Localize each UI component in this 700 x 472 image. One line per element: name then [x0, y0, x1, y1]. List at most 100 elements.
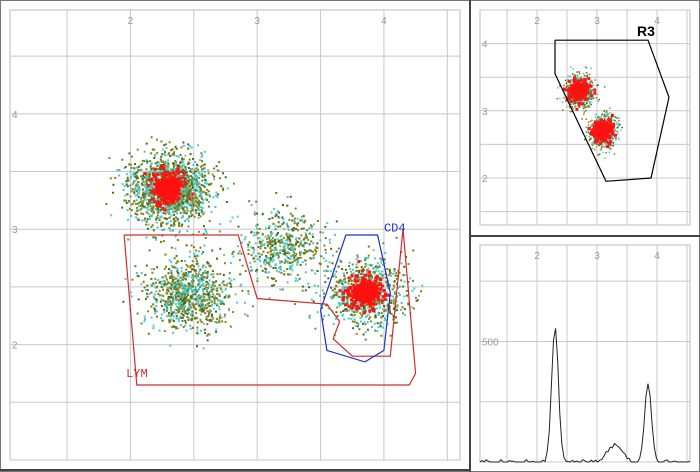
event-dot	[387, 303, 390, 306]
event-dot	[275, 280, 278, 283]
event-dot	[166, 289, 168, 292]
event-dot	[171, 266, 174, 269]
event-dot	[308, 286, 311, 289]
event-dot	[155, 299, 158, 302]
event-dot	[207, 262, 210, 265]
event-dot	[356, 322, 359, 324]
event-dot	[137, 169, 140, 172]
event-dot	[154, 236, 157, 239]
event-dot	[190, 207, 193, 210]
event-dot	[199, 159, 202, 162]
event-dot	[201, 184, 203, 187]
event-dot	[205, 193, 208, 196]
event-dot	[190, 204, 193, 207]
event-dot-dense	[378, 292, 382, 295]
event-dot	[182, 141, 185, 144]
event-dot	[373, 304, 376, 307]
event-dot	[266, 261, 268, 264]
event-dot	[588, 97, 590, 99]
event-dot	[185, 329, 188, 332]
event-dot	[364, 338, 367, 341]
event-dot	[191, 176, 194, 179]
event-dot-dense	[157, 178, 161, 182]
event-dot	[583, 74, 586, 77]
event-dot	[275, 241, 278, 244]
event-dot	[324, 225, 327, 228]
event-dot	[389, 272, 392, 275]
event-dot	[313, 223, 316, 226]
event-dot	[195, 308, 197, 311]
event-dot	[208, 265, 211, 268]
event-dot	[192, 246, 195, 249]
event-dot	[149, 170, 152, 173]
event-dot	[201, 179, 204, 182]
gate-lym[interactable]	[123, 229, 417, 386]
event-dot	[200, 305, 202, 308]
event-dot	[335, 292, 338, 295]
event-dot	[197, 207, 200, 210]
event-dot	[569, 106, 571, 109]
event-dot	[216, 196, 219, 199]
event-dot	[160, 200, 163, 203]
event-dot	[295, 242, 298, 245]
event-dot	[167, 296, 170, 298]
event-dot	[158, 216, 161, 219]
x-tick-label: 4	[654, 16, 660, 27]
event-dot	[158, 219, 161, 222]
event-dot	[170, 302, 173, 305]
event-dot	[570, 103, 572, 105]
event-dot	[146, 202, 149, 205]
event-dot	[185, 171, 188, 174]
event-dot	[176, 285, 178, 288]
event-dot	[294, 248, 297, 251]
event-dot	[188, 162, 191, 165]
event-dot	[314, 248, 317, 251]
event-dot	[582, 72, 585, 75]
event-dot	[155, 301, 158, 304]
event-dot	[338, 280, 341, 283]
event-dot	[188, 203, 191, 206]
event-dot	[184, 212, 187, 215]
event-dot	[378, 303, 381, 306]
event-dot	[199, 308, 202, 311]
event-dot	[153, 148, 156, 151]
gate-cd4[interactable]	[319, 234, 391, 363]
event-dot-dense	[156, 204, 160, 208]
event-dot	[343, 278, 345, 281]
event-dot	[304, 241, 307, 244]
event-dot	[195, 254, 198, 257]
event-dot	[271, 240, 274, 243]
event-dot	[378, 302, 381, 305]
event-dot	[186, 312, 189, 315]
event-dot-dense	[372, 309, 375, 313]
event-dot	[261, 239, 264, 242]
event-dot	[244, 301, 247, 304]
event-dot	[292, 249, 294, 252]
event-dot	[382, 263, 384, 266]
event-dot	[283, 261, 286, 264]
event-dot	[254, 233, 257, 236]
event-dot	[203, 176, 206, 179]
event-dot-dense	[156, 172, 160, 176]
event-dot-dense	[171, 176, 175, 180]
event-dot	[293, 222, 296, 225]
event-dot	[175, 203, 178, 206]
event-dot	[382, 242, 385, 245]
event-dot	[193, 183, 196, 186]
event-dot	[164, 305, 167, 307]
event-dot	[203, 211, 206, 214]
event-dot-dense	[342, 291, 345, 295]
event-dot	[183, 289, 186, 292]
event-dot	[181, 320, 184, 322]
event-dot	[183, 192, 186, 195]
event-dot-dense	[379, 287, 383, 291]
event-dot	[279, 266, 281, 269]
event-dot	[279, 244, 282, 247]
event-dot	[307, 238, 310, 241]
event-dot	[277, 253, 280, 256]
event-dot	[181, 166, 184, 169]
event-dot	[337, 295, 340, 298]
event-dot	[187, 193, 190, 196]
event-dot	[252, 234, 255, 237]
event-dot	[589, 96, 591, 98]
